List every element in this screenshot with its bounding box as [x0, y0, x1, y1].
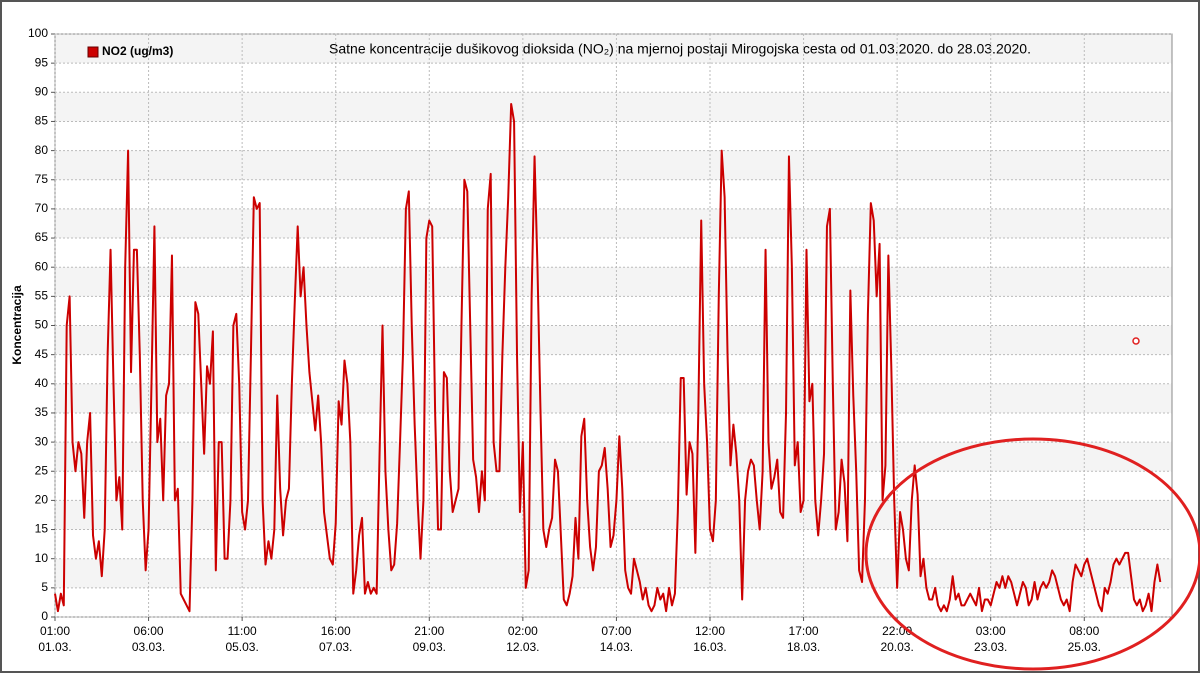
band [55, 150, 1172, 180]
y-tick-label: 90 [35, 84, 49, 98]
x-tick-label: 18.03. [787, 640, 820, 654]
y-tick-label: 50 [35, 318, 49, 332]
band [55, 558, 1172, 588]
legend-label: NO2 (ug/m3) [102, 44, 173, 58]
y-tick-label: 75 [35, 172, 49, 186]
x-tick-label: 09.03. [413, 640, 446, 654]
x-tick-label: 21:00 [414, 624, 444, 638]
x-tick-label: 01.03. [38, 640, 71, 654]
y-tick-label: 70 [35, 201, 49, 215]
data-line [54, 102, 1162, 613]
band [55, 267, 1172, 297]
x-tick-label: 16.03. [693, 640, 726, 654]
y-tick-label: 100 [28, 26, 48, 40]
x-tick-label: 16:00 [321, 624, 351, 638]
y-tick-label: 80 [35, 143, 49, 157]
band [55, 383, 1172, 413]
y-tick-label: 40 [35, 376, 49, 390]
x-tick-label: 05.03. [225, 640, 258, 654]
x-tick-label: 06:00 [134, 624, 164, 638]
x-tick-label: 11:00 [228, 624, 257, 638]
x-tick-label: 12:00 [695, 624, 725, 638]
band [55, 92, 1172, 122]
marker [1132, 337, 1140, 345]
y-tick-label: 5 [41, 580, 48, 594]
y-tick-label: 15 [35, 522, 49, 536]
chart-title: Satne koncentracije dušikovog dioksida (… [329, 41, 1031, 57]
y-tick-label: 10 [35, 551, 49, 565]
y-tick-label: 20 [35, 493, 49, 507]
x-tick-label: 07.03. [319, 640, 352, 654]
band [55, 325, 1172, 355]
x-tick-label: 17:00 [789, 624, 819, 638]
x-tick-label: 07:00 [601, 624, 631, 638]
x-tick-label: 03:00 [976, 624, 1006, 638]
y-axis-title: Koncentracija [10, 285, 24, 365]
y-tick-label: 30 [35, 434, 49, 448]
y-tick-label: 45 [35, 347, 49, 361]
x-tick-label: 20.03. [880, 640, 913, 654]
y-tick-label: 35 [35, 405, 49, 419]
x-tick-label: 14.03. [600, 640, 633, 654]
y-tick-label: 25 [35, 463, 49, 477]
y-tick-label: 95 [35, 55, 49, 69]
y-tick-label: 65 [35, 230, 49, 244]
y-tick-label: 85 [35, 114, 49, 128]
y-tick-label: 55 [35, 289, 49, 303]
x-tick-label: 25.03. [1068, 640, 1101, 654]
legend-swatch [87, 46, 99, 58]
x-tick-label: 02:00 [508, 624, 538, 638]
x-tick-label: 01:00 [40, 624, 70, 638]
x-tick-label: 12.03. [506, 640, 539, 654]
highlight-ellipse [864, 437, 1200, 671]
x-tick-label: 03.03. [132, 640, 165, 654]
x-tick-label: 08:00 [1069, 624, 1099, 638]
y-tick-label: 0 [41, 609, 48, 623]
y-tick-label: 60 [35, 259, 49, 273]
band [55, 208, 1172, 239]
x-tick-label: 23.03. [974, 640, 1007, 654]
band [55, 34, 1172, 64]
